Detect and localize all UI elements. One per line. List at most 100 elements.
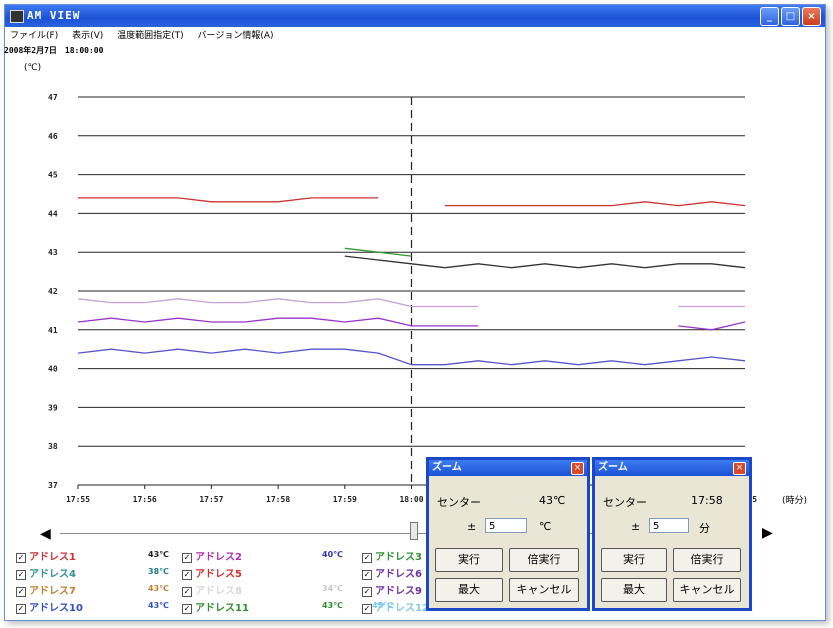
legend-item[interactable]: ✓ アドレス8 <box>182 582 242 597</box>
legend-item[interactable]: ✓ アドレス2 <box>182 548 242 563</box>
menu-view[interactable]: 表示(V) <box>72 31 104 41</box>
window-title: AM VIEW <box>27 9 81 22</box>
y-tick-label: 41 <box>48 326 58 335</box>
legend-label: アドレス9 <box>375 586 422 597</box>
legend-checkbox[interactable]: ✓ <box>362 587 372 597</box>
legend-checkbox[interactable]: ✓ <box>182 587 192 597</box>
legend-item[interactable]: ✓ アドレス9 <box>362 582 422 597</box>
zoom-time-center-value: 17:58 <box>691 494 723 507</box>
zoom-time-run-button[interactable]: 実行 <box>601 548 667 572</box>
legend-checkbox[interactable]: ✓ <box>16 604 26 614</box>
y-tick-label: 43 <box>48 248 58 257</box>
y-tick-label: 45 <box>48 171 58 180</box>
zoom-temp-double-button[interactable]: 倍実行 <box>509 548 579 572</box>
zoom-temp-plusminus: ± <box>467 520 477 533</box>
series-line-2 <box>78 197 379 203</box>
legend-item[interactable]: ✓ アドレス1 <box>16 548 76 563</box>
menu-temp-range[interactable]: 温度範囲指定(T) <box>117 31 184 41</box>
legend-checkbox[interactable]: ✓ <box>182 570 192 580</box>
menu-version[interactable]: バージョン情報(A) <box>197 31 274 41</box>
y-tick-label: 37 <box>48 481 58 490</box>
legend-value: 43℃ <box>148 550 169 559</box>
legend-label: アドレス12 <box>375 603 429 614</box>
legend-item[interactable]: ✓ アドレス11 <box>182 599 249 614</box>
zoom-temp-run-button[interactable]: 実行 <box>435 548 503 572</box>
series-line-5 <box>344 255 746 269</box>
zoom-time-max-button[interactable]: 最大 <box>601 578 667 602</box>
y-tick-label: 40 <box>48 365 58 374</box>
x-tick-label: 18:00 <box>399 495 423 504</box>
y-tick-label: 38 <box>48 442 58 451</box>
legend-item[interactable]: ✓ アドレス3 <box>362 548 422 563</box>
y-tick-label: 47 <box>48 93 58 102</box>
legend-value: 38℃ <box>148 567 169 576</box>
x-tick-label: 17:59 <box>333 495 357 504</box>
legend-checkbox[interactable]: ✓ <box>362 553 372 563</box>
x-tick-label: 17:55 <box>66 495 90 504</box>
legend-item[interactable]: ✓ アドレス4 <box>16 565 76 580</box>
legend-item[interactable]: ✓ アドレス12 <box>362 599 429 614</box>
legend-value: 43℃ <box>148 584 169 593</box>
legend-label: アドレス8 <box>195 586 242 597</box>
legend-label: アドレス4 <box>29 569 76 580</box>
zoom-time-double-button[interactable]: 倍実行 <box>673 548 741 572</box>
x-axis-unit: (時分) <box>782 496 808 506</box>
zoom-time-range-input[interactable]: 5 <box>649 518 689 533</box>
zoom-time-unit: 分 <box>699 522 710 535</box>
x-tick-label: 17:58 <box>266 495 290 504</box>
legend-checkbox[interactable]: ✓ <box>182 553 192 563</box>
legend-checkbox[interactable]: ✓ <box>182 604 192 614</box>
legend-label: アドレス6 <box>375 569 422 580</box>
app-window: AM VIEW _ □ × ファイル(F) 表示(V) 温度範囲指定(T) バー… <box>4 4 826 621</box>
legend-item[interactable]: ✓ アドレス6 <box>362 565 422 580</box>
slider-track[interactable] <box>60 533 710 534</box>
legend-checkbox[interactable]: ✓ <box>16 587 26 597</box>
zoom-time-title: ズーム <box>595 460 749 476</box>
legend-label: アドレス1 <box>29 552 76 563</box>
legend-value: 40℃ <box>322 550 343 559</box>
zoom-time-close-icon[interactable]: × <box>733 462 746 475</box>
scroll-right-icon[interactable]: ▶ <box>762 525 773 541</box>
series-line-8 <box>77 348 746 366</box>
zoom-temp-unit: ℃ <box>539 520 552 533</box>
y-tick-label: 42 <box>48 287 58 296</box>
series-line-6 <box>77 298 479 308</box>
legend-checkbox[interactable]: ✓ <box>362 570 372 580</box>
y-tick-label: 44 <box>48 209 58 218</box>
x-tick-label: 17:57 <box>199 495 223 504</box>
y-tick-label: 39 <box>48 403 58 412</box>
menu-file[interactable]: ファイル(F) <box>10 31 59 41</box>
zoom-time-center-label: センター <box>603 496 647 509</box>
legend-item[interactable]: ✓ アドレス10 <box>16 599 83 614</box>
legend-checkbox[interactable]: ✓ <box>362 604 372 614</box>
zoom-time-dialog: ズーム × センター 17:58 ± 5 分 実行 倍実行 最大 キャンセル <box>592 457 752 611</box>
scroll-left-icon[interactable]: ◀ <box>40 526 51 542</box>
app-icon <box>10 10 24 23</box>
legend-value: 34℃ <box>322 584 343 593</box>
zoom-temp-range-input[interactable]: 5 <box>485 518 527 533</box>
maximize-button[interactable]: □ <box>781 7 800 26</box>
series-line-3 <box>344 247 412 257</box>
time-slider[interactable]: ◀ ▶ <box>40 522 773 542</box>
close-button[interactable]: × <box>802 7 821 26</box>
zoom-temp-cancel-button[interactable]: キャンセル <box>509 578 579 602</box>
y-axis-unit: (℃) <box>24 63 42 73</box>
zoom-temp-close-icon[interactable]: × <box>571 462 584 475</box>
legend-item[interactable]: ✓ アドレス7 <box>16 582 76 597</box>
legend-label: アドレス3 <box>375 552 422 563</box>
legend-label: アドレス7 <box>29 586 76 597</box>
legend-label: アドレス2 <box>195 552 242 563</box>
x-tick-label: 17:56 <box>133 495 157 504</box>
legend-checkbox[interactable]: ✓ <box>16 553 26 563</box>
minimize-button[interactable]: _ <box>760 7 779 26</box>
zoom-temp-max-button[interactable]: 最大 <box>435 578 503 602</box>
legend-item[interactable]: ✓ アドレス5 <box>182 565 242 580</box>
zoom-time-cancel-button[interactable]: キャンセル <box>673 578 741 602</box>
zoom-temp-center-value: 43℃ <box>539 494 566 507</box>
series-line-7 <box>77 317 479 327</box>
current-datetime: 2008年2月7日 18:00:00 <box>4 46 104 55</box>
legend-label: アドレス5 <box>195 569 242 580</box>
slider-thumb[interactable] <box>410 522 418 540</box>
title-bar: AM VIEW _ □ × <box>5 5 825 27</box>
legend-checkbox[interactable]: ✓ <box>16 570 26 580</box>
